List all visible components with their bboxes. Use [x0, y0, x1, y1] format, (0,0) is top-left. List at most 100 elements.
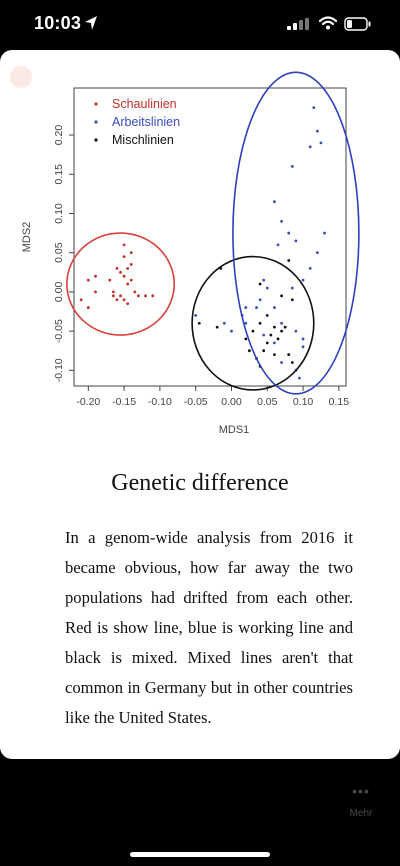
data-point	[273, 341, 276, 345]
data-point	[315, 129, 319, 133]
data-point	[308, 266, 312, 270]
data-point	[108, 278, 112, 282]
data-point	[122, 255, 126, 259]
data-point	[308, 145, 312, 149]
data-point	[276, 243, 280, 247]
data-point	[315, 251, 319, 255]
y-axis-label: MDS2	[21, 222, 33, 253]
data-point	[137, 294, 140, 298]
data-point	[294, 329, 298, 333]
cluster-ellipse	[191, 255, 315, 391]
battery-icon	[344, 17, 371, 31]
data-point	[115, 298, 119, 302]
data-point	[244, 337, 248, 341]
data-point	[122, 298, 126, 302]
data-point	[287, 259, 291, 262]
x-tick-label: -0.05	[184, 396, 208, 408]
data-point	[265, 286, 269, 290]
data-point	[122, 243, 126, 247]
data-point	[265, 341, 269, 345]
data-point	[273, 353, 276, 357]
data-point	[215, 325, 219, 329]
data-point	[79, 298, 83, 302]
y-tick-label: 0.00	[53, 282, 65, 303]
chart-legend: Schaulinien Arbeitslinien Mischlinien	[94, 97, 180, 147]
data-point	[298, 376, 301, 380]
x-axis-label: MDS1	[219, 424, 250, 436]
y-tick-label: -0.10	[53, 358, 65, 382]
data-point	[287, 231, 291, 235]
home-indicator	[130, 852, 270, 857]
legend-marker	[94, 138, 98, 142]
data-point	[290, 298, 294, 302]
data-point	[129, 251, 133, 255]
data-point	[273, 200, 276, 204]
data-point	[194, 314, 198, 317]
legend-marker	[94, 120, 98, 124]
data-point	[251, 329, 255, 333]
y-tick-label: -0.05	[53, 319, 65, 343]
legend-marker	[94, 102, 98, 106]
data-point	[301, 345, 305, 349]
x-tick-label: 0.10	[293, 396, 314, 408]
data-point	[255, 306, 258, 309]
x-tick-label: 0.15	[329, 396, 350, 408]
legend-label: Mischlinien	[112, 133, 174, 147]
data-point	[301, 278, 305, 282]
data-point	[133, 290, 137, 294]
article-title: Genetic difference	[111, 470, 289, 496]
y-tick-label: 0.10	[53, 203, 65, 224]
y-tick-label: 0.05	[53, 242, 65, 263]
data-point	[244, 306, 248, 309]
mds-scatter-chart: -0.20 -0.15 -0.10 -0.05 0.00 0.05 0.10 0.15 -0.1…	[21, 71, 360, 436]
x-tick-label: -0.20	[76, 396, 100, 408]
data-point	[290, 165, 294, 168]
more-label: Mehr	[349, 808, 373, 819]
cluster-ellipse	[66, 232, 176, 336]
data-point	[280, 294, 283, 298]
data-point	[258, 298, 262, 302]
data-point	[280, 219, 283, 223]
data-point	[280, 329, 283, 333]
data-point	[258, 282, 262, 286]
close-icon[interactable]	[10, 66, 32, 88]
data-point	[126, 282, 130, 286]
data-point	[262, 349, 266, 353]
more-button[interactable]: ••• Mehr	[338, 782, 384, 830]
data-point	[111, 294, 115, 298]
data-point	[129, 278, 133, 282]
data-point	[280, 361, 283, 364]
data-point	[294, 239, 298, 243]
data-point	[126, 302, 130, 306]
data-point	[273, 325, 276, 329]
data-point	[115, 266, 119, 270]
x-tick-label: -0.10	[148, 396, 172, 408]
data-point	[111, 290, 115, 294]
data-point	[151, 294, 155, 298]
article-body: In a genom-wide analysis from 2016 it be…	[65, 528, 353, 727]
plot-frame	[73, 87, 347, 387]
data-point	[119, 294, 122, 298]
data-point	[265, 314, 269, 317]
data-point	[290, 286, 294, 290]
more-dots-icon: •••	[352, 783, 370, 799]
data-point	[244, 321, 248, 325]
data-point	[290, 361, 294, 364]
cluster-ellipse	[232, 71, 360, 395]
data-point	[301, 337, 305, 341]
data-point	[94, 290, 97, 294]
data-point	[94, 274, 97, 278]
data-point	[262, 278, 266, 282]
data-point	[258, 321, 262, 325]
data-point	[222, 321, 226, 325]
data-point	[273, 306, 276, 309]
data-point	[119, 270, 122, 274]
x-tick-label: 0.00	[221, 396, 242, 408]
data-point	[86, 306, 90, 309]
data-point	[122, 274, 126, 278]
data-point	[280, 321, 283, 325]
cellular-signal-icon	[287, 18, 309, 30]
data-point	[144, 294, 147, 298]
data-point	[262, 333, 266, 337]
data-point	[312, 106, 316, 110]
